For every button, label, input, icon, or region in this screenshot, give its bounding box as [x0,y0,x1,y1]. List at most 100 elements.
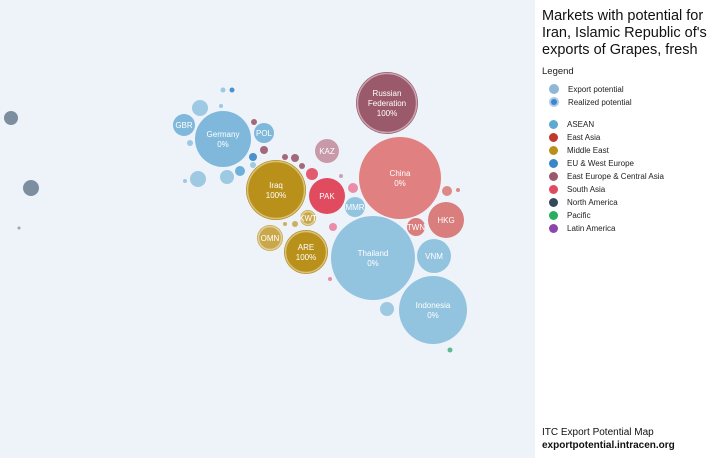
minor-market-bubble[interactable] [187,140,193,146]
minor-market-bubble[interactable] [348,183,358,193]
legend-export-potential: Export potential [549,83,624,95]
market-bubble-pol[interactable] [254,123,274,143]
footer-url: exportpotential.intracen.org [542,440,675,451]
legend-label: East Asia [567,132,601,142]
minor-market-bubble[interactable] [192,100,208,116]
minor-market-bubble[interactable] [17,226,21,230]
bubble-percent-label: 0% [427,311,439,320]
bubble-label: KAZ [319,147,335,156]
region-swatch [549,197,558,207]
legend-label: South Asia [567,184,606,194]
bubble-label: ARE [298,243,314,252]
minor-market-bubble[interactable] [442,186,452,196]
legend-label: Realized potential [568,97,632,107]
bubble-percent-label: 100% [266,191,286,200]
minor-market-bubble[interactable] [23,180,39,196]
market-bubble-twn[interactable] [407,218,425,236]
minor-market-bubble[interactable] [380,302,394,316]
legend-label: North America [567,197,618,207]
bubble-label: MMR [345,203,364,212]
bubble-percent-label: 100% [296,253,316,262]
market-bubble-hkg[interactable] [428,202,464,238]
legend-label: EU & West Europe [567,158,634,168]
bubble-label: Russian [373,89,402,98]
legend-region-eu-west-europe: EU & West Europe [549,157,634,169]
market-bubble-omn[interactable] [257,225,283,251]
market-bubble-kaz[interactable] [315,139,339,163]
region-swatch [549,145,558,155]
region-swatch [549,132,558,142]
market-bubble-thailand[interactable] [331,216,415,300]
market-bubble-germany[interactable] [195,111,251,167]
bubble-percent-label: 100% [377,109,397,118]
legend-region-asean: ASEAN [549,118,594,130]
footer-source: ITC Export Potential Map [542,427,654,438]
bubble-chart: RussianFederation100%China0%Thailand0%In… [4,72,467,353]
minor-market-bubble[interactable] [251,119,257,125]
minor-market-bubble[interactable] [4,111,18,125]
minor-market-bubble[interactable] [249,153,257,161]
bubble-chart-area: Russian Federation 100% China 0% Thailand 0% In… [0,0,535,458]
minor-market-bubble[interactable] [306,168,318,180]
minor-market-bubble[interactable] [291,154,299,162]
region-swatch [549,158,558,168]
bubble-percent-label: 0% [367,259,379,268]
region-swatch [549,171,558,181]
market-bubble-mmr[interactable] [345,197,365,217]
market-bubble-gbr[interactable] [173,114,195,136]
market-bubble-kwt[interactable] [300,210,316,226]
legend-region-pacific: Pacific [549,209,591,221]
minor-market-bubble[interactable] [299,163,305,169]
legend-label: Middle East [567,145,609,155]
market-bubble-china[interactable] [359,137,441,219]
side-panel: Markets with potential for Iran, Islamic… [535,0,710,458]
bubble-label: KWT [299,214,317,223]
market-bubble-russian-federation[interactable] [356,72,418,134]
minor-market-bubble[interactable] [339,174,343,178]
minor-market-bubble[interactable] [282,154,288,160]
market-bubble-vnm[interactable] [417,239,451,273]
market-bubble-are[interactable] [284,230,328,274]
bubble-label: Indonesia [416,301,451,310]
minor-market-bubble[interactable] [219,104,223,108]
realized-potential-swatch [549,97,559,107]
bubble-label: Federation [368,99,406,108]
legend-label: Pacific [567,210,591,220]
legend-region-middle-east: Middle East [549,144,609,156]
bubble-label: Thailand [358,249,389,258]
minor-market-bubble[interactable] [328,277,332,281]
minor-market-bubble[interactable] [283,222,287,226]
minor-market-bubble[interactable] [456,188,460,192]
market-bubble-iraq[interactable] [246,160,306,220]
region-swatch [549,184,558,194]
region-swatch [549,210,558,220]
bubble-label: POL [256,129,273,138]
minor-market-bubble[interactable] [220,170,234,184]
minor-market-bubble[interactable] [329,223,337,231]
bubble-percent-label: 0% [394,179,406,188]
minor-market-bubble[interactable] [190,171,206,187]
legend-region-latin-america: Latin America [549,222,615,234]
realized-ring-iraq [246,160,306,220]
region-swatch [549,223,558,233]
minor-market-bubble[interactable] [447,347,453,353]
bubble-label: China [390,169,411,178]
minor-market-bubble[interactable] [250,162,256,168]
minor-market-bubble[interactable] [229,87,235,93]
bubble-label: Iraq [269,181,283,190]
minor-market-bubble[interactable] [183,179,187,183]
market-bubble-indonesia[interactable] [399,276,467,344]
minor-market-bubble[interactable] [260,146,268,154]
bubble-label: HKG [437,216,454,225]
bubble-label: GBR [175,121,193,130]
market-bubble-pak[interactable] [309,178,345,214]
legend-region-south-asia: South Asia [549,183,605,195]
legend-label: ASEAN [567,119,595,129]
minor-market-bubble[interactable] [292,221,298,227]
minor-market-bubble[interactable] [220,87,226,93]
chart-title: Markets with potential for Iran, Islamic… [542,8,707,58]
legend-label: East Europe & Central Asia [567,171,664,181]
bubble-label: VNM [425,252,443,261]
legend-region-north-america: North America [549,196,618,208]
minor-market-bubble[interactable] [235,166,245,176]
